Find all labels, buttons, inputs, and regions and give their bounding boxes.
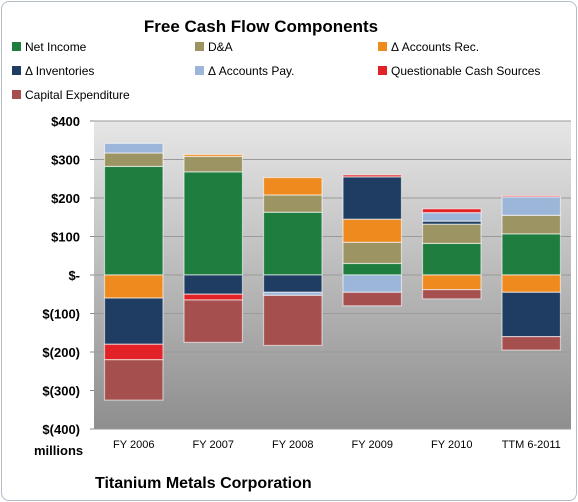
bar-segment <box>501 233 562 276</box>
bar-segment <box>183 155 244 173</box>
bar-segment <box>421 289 482 300</box>
bar-segment <box>103 152 164 168</box>
legend-swatch <box>195 42 204 51</box>
x-tick-label: TTM 6-2011 <box>502 439 561 451</box>
bar-segment <box>183 171 244 276</box>
y-tick-label: $400 <box>51 114 80 129</box>
bar-segment <box>501 195 562 198</box>
bar-segment <box>421 208 482 214</box>
legend-label: Δ Accounts Rec. <box>391 40 479 54</box>
bar-segment <box>262 176 323 196</box>
legend-swatch <box>12 66 21 75</box>
x-axis: FY 2006 FY 2007 FY 2008 FY 2009 FY 2010 TTM 6… <box>113 439 561 451</box>
legend-label: Net Income <box>25 40 87 54</box>
bar-segment <box>342 291 403 307</box>
bar-segment <box>103 343 164 361</box>
legend-label: Δ Accounts Pay. <box>208 64 295 78</box>
x-tick-label: FY 2007 <box>193 439 234 451</box>
bar-segment <box>421 212 482 222</box>
bar-segment <box>183 153 244 158</box>
legend-swatch <box>378 42 387 51</box>
bar-segment <box>501 274 562 293</box>
x-tick-label: FY 2008 <box>272 439 313 451</box>
y-tick-label: $(300) <box>42 384 80 399</box>
bar-segment <box>342 274 403 293</box>
y-tick-label: $(100) <box>42 307 80 322</box>
bar-segment <box>421 274 482 291</box>
bar-segment <box>501 196 562 216</box>
x-tick-label: FY 2010 <box>431 439 472 451</box>
bar-segment <box>262 211 323 276</box>
y-tick-label: $(200) <box>42 345 80 360</box>
bar-segment <box>103 274 164 299</box>
unit-label: millions <box>34 443 83 458</box>
bar-segment <box>421 242 482 276</box>
bar-segment <box>501 214 562 235</box>
y-tick-label: $200 <box>51 191 80 206</box>
x-tick-label: FY 2009 <box>352 439 393 451</box>
legend-label: D&A <box>208 40 233 54</box>
bar-segment <box>103 359 164 401</box>
x-tick-label: FY 2006 <box>113 439 154 451</box>
bar-segment <box>342 218 403 243</box>
bar-segment <box>342 241 403 265</box>
legend-swatch <box>378 66 387 75</box>
y-tick-label: $(400) <box>42 422 80 437</box>
legend-label: Δ Inventories <box>25 64 94 78</box>
legend-label: Capital Expenditure <box>25 88 130 102</box>
legend: Net Income D&A Δ Accounts Rec. Δ Inventorie… <box>12 40 540 102</box>
chart-title: Free Cash Flow Components <box>144 17 378 36</box>
bar-segment <box>183 299 244 343</box>
legend-swatch <box>12 90 21 99</box>
y-axis: $(400) $(300) $(200) $(100) $- $100 $200 $300 $4… <box>42 114 94 437</box>
bar-segment <box>342 176 403 220</box>
bar-segment <box>262 274 323 293</box>
bar-segment <box>183 274 244 295</box>
bar-segment <box>421 223 482 245</box>
y-tick-label: $- <box>68 268 80 283</box>
bar-segment <box>183 293 244 301</box>
bar-segment <box>103 142 164 154</box>
bar-segment <box>262 194 323 213</box>
bar-segment <box>342 174 403 178</box>
legend-swatch <box>195 66 204 75</box>
legend-label: Questionable Cash Sources <box>391 64 540 78</box>
bar-segment <box>342 262 403 276</box>
y-tick-label: $300 <box>51 153 80 168</box>
bar-segment <box>501 291 562 338</box>
bar-segment <box>103 165 164 276</box>
y-tick-label: $100 <box>51 230 80 245</box>
bar-segment <box>103 297 164 345</box>
gridlines <box>94 120 571 430</box>
bars <box>103 142 562 401</box>
bar-segment <box>501 336 562 351</box>
bar-segment <box>262 294 323 347</box>
footer-company-name: Titanium Metals Corporation <box>95 475 312 492</box>
legend-swatch <box>12 42 21 51</box>
